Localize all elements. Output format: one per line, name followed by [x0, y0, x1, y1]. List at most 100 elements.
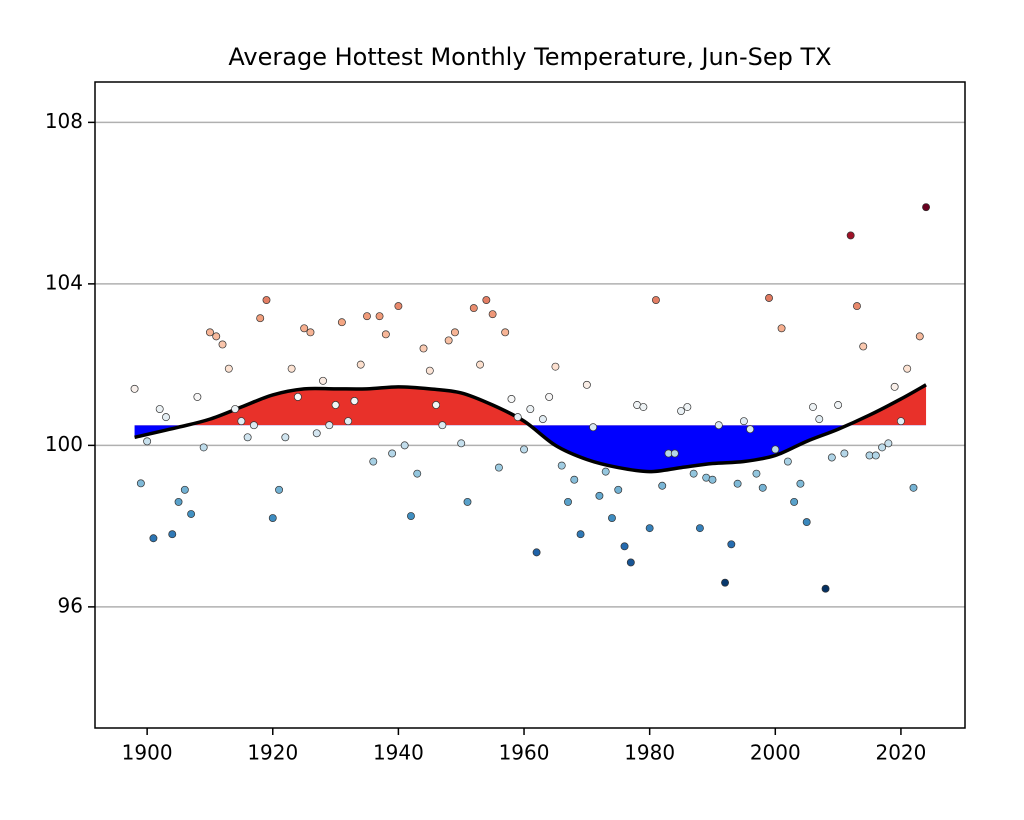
data-point [677, 407, 686, 416]
data-point [180, 485, 189, 494]
data-point [551, 362, 560, 371]
data-point [651, 296, 660, 304]
data-point [727, 540, 736, 549]
data-point [526, 405, 535, 413]
data-point [538, 415, 547, 424]
x-tick-label: 1980 [624, 741, 675, 765]
x-tick-label: 1920 [247, 741, 298, 765]
y-tick-label: 96 [58, 593, 83, 617]
data-point [746, 425, 755, 434]
data-point [564, 497, 572, 506]
data-point [193, 392, 202, 401]
data-point [595, 491, 604, 500]
data-point [557, 461, 566, 470]
data-point [356, 360, 365, 369]
data-point [871, 451, 880, 460]
data-point [130, 384, 139, 393]
data-point [859, 342, 868, 351]
data-point [432, 401, 441, 409]
data-point [708, 475, 717, 484]
data-point [758, 483, 767, 492]
data-point [834, 401, 843, 409]
data-point [721, 578, 729, 587]
data-point [319, 376, 327, 385]
data-point [300, 324, 309, 333]
data-point [218, 340, 227, 349]
data-point [306, 328, 315, 337]
data-point [162, 413, 170, 422]
data-point [400, 441, 409, 450]
data-point [394, 302, 403, 311]
data-point [450, 328, 459, 337]
data-point [168, 530, 177, 539]
data-point [174, 497, 183, 506]
data-point [425, 366, 434, 375]
data-point [645, 524, 654, 533]
chart-title: Average Hottest Monthly Temperature, Jun… [228, 43, 831, 71]
data-point [922, 203, 931, 212]
data-point [507, 394, 516, 403]
data-point [243, 433, 252, 442]
fill-below [134, 425, 927, 472]
data-point [287, 364, 296, 373]
data-point [199, 443, 208, 452]
data-point [469, 304, 478, 313]
data-point [363, 312, 371, 321]
data-point [890, 382, 899, 391]
data-point [224, 364, 233, 373]
data-point [419, 344, 428, 353]
data-point [231, 405, 240, 413]
data-point [375, 312, 384, 321]
data-point [777, 324, 786, 333]
data-point [815, 415, 824, 424]
data-point [476, 360, 485, 369]
data-point [796, 479, 805, 488]
data-point [463, 497, 472, 506]
data-point [846, 231, 855, 240]
data-point [739, 417, 748, 426]
data-point [576, 530, 585, 539]
data-point [488, 310, 497, 319]
data-point [187, 510, 196, 518]
y-tick-label: 104 [45, 270, 83, 294]
data-point [582, 380, 591, 389]
data-point [790, 497, 799, 506]
data-point [237, 417, 246, 426]
data-point [827, 453, 836, 462]
data-point [520, 445, 528, 454]
data-point [501, 328, 510, 337]
data-point [783, 457, 792, 466]
data-point [325, 421, 334, 430]
data-point [268, 514, 277, 523]
data-point [212, 332, 221, 341]
y-tick-label: 100 [45, 432, 83, 456]
data-point [249, 421, 258, 430]
data-point [444, 336, 453, 345]
y-tick-label: 108 [45, 109, 83, 133]
data-point [494, 463, 503, 472]
x-tick-label: 2000 [750, 741, 801, 765]
data-point [670, 449, 679, 458]
data-point [771, 445, 780, 454]
data-point [909, 483, 918, 492]
data-point [532, 548, 541, 557]
data-point [350, 397, 359, 405]
data-point [312, 429, 321, 438]
x-tick-label: 2020 [875, 741, 926, 765]
data-point [155, 405, 164, 413]
data-point [275, 485, 284, 494]
data-point [752, 469, 761, 478]
data-point [143, 437, 152, 446]
data-point [608, 514, 616, 523]
data-point [256, 314, 265, 323]
data-point [689, 469, 698, 478]
data-point [281, 433, 290, 442]
data-point [388, 449, 397, 458]
data-point [658, 481, 667, 490]
data-point [614, 485, 623, 494]
data-point [407, 512, 415, 520]
data-point [915, 332, 924, 341]
x-tick-label: 1900 [122, 741, 173, 765]
data-point [626, 558, 635, 567]
